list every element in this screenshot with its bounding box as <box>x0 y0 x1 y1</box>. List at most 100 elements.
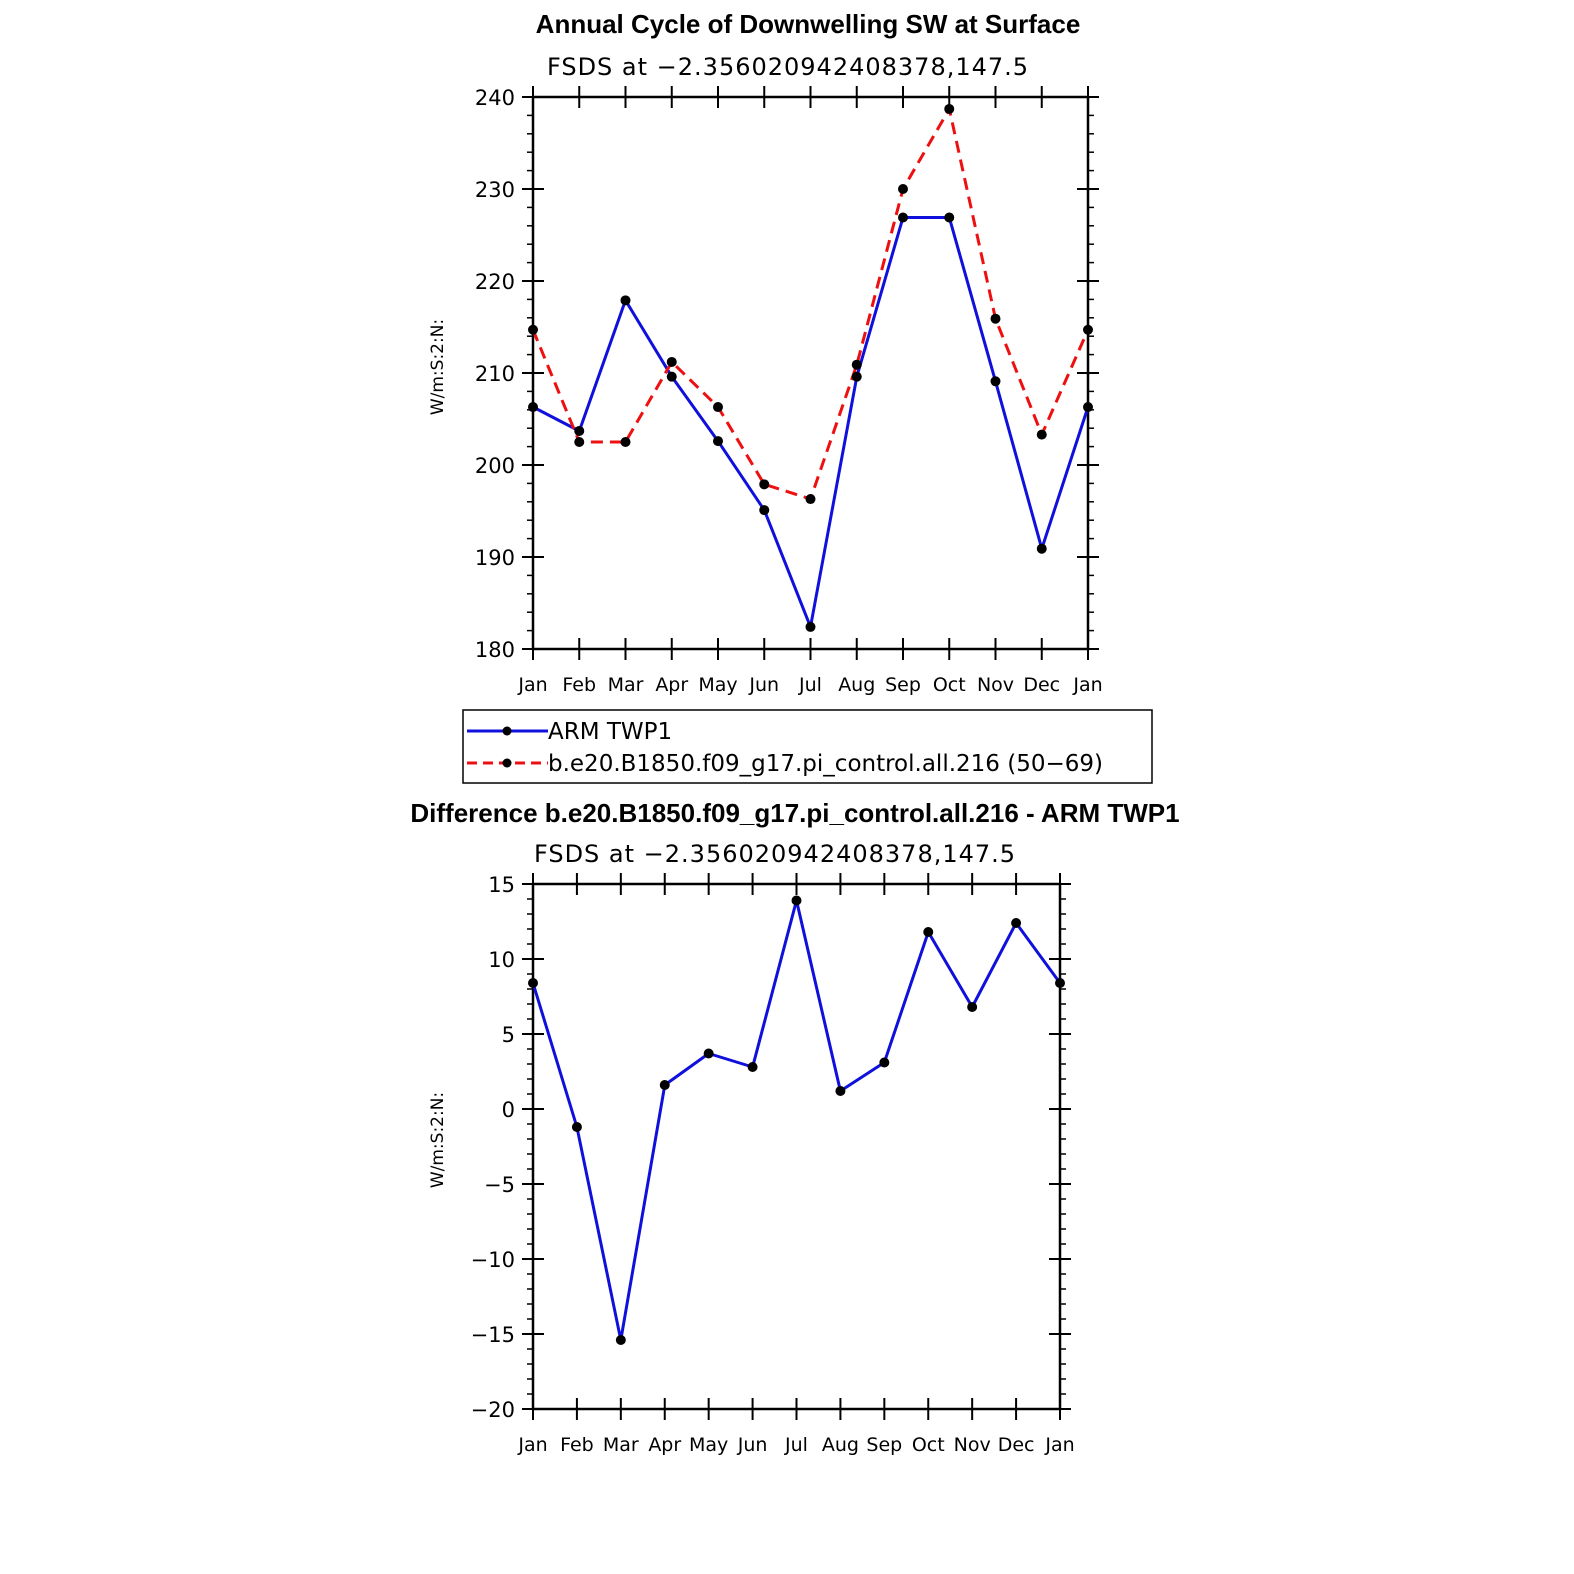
y-tick-label: 230 <box>475 178 515 202</box>
chart-subtitle: FSDS at −2.356020942408378,147.5 <box>547 53 1029 81</box>
x-tick-label: Sep <box>866 1434 902 1456</box>
y-tick-label: −20 <box>471 1398 515 1422</box>
x-tick-label: May <box>698 674 737 696</box>
x-tick-label: May <box>689 1434 728 1456</box>
data-point-series-0 <box>944 212 955 223</box>
data-point-series-0 <box>1055 978 1065 988</box>
y-axis-label: W/m:S:2:N: <box>428 319 448 415</box>
legend-marker-model <box>502 758 512 768</box>
data-point-series-1 <box>898 184 908 194</box>
x-tick-label: Aug <box>822 1434 859 1456</box>
data-point-series-1 <box>1036 429 1047 440</box>
data-point-series-0 <box>879 1057 890 1068</box>
x-tick-label: Jan <box>517 1434 547 1456</box>
data-point-series-0 <box>1083 402 1093 413</box>
legend-box <box>462 709 1153 784</box>
data-point-series-1 <box>759 479 770 490</box>
data-point-series-1 <box>944 103 955 114</box>
x-tick-label: Jan <box>1072 674 1102 696</box>
data-point-series-0 <box>574 425 585 436</box>
data-point-series-0 <box>571 1122 582 1132</box>
x-tick-label: Oct <box>933 674 966 696</box>
y-tick-label: 240 <box>475 86 515 110</box>
x-tick-label: Jul <box>784 1434 808 1456</box>
plot-area: −20 −15 −10 −5 0 5 10 15 Jan Feb Mar Apr May Jun Jul Au… <box>471 873 1075 1456</box>
data-point-series-1 <box>990 313 1001 324</box>
y-tick-label: 200 <box>475 454 515 478</box>
y-axis-label: W/m:S:2:N: <box>428 1092 448 1188</box>
data-point-series-0 <box>791 895 802 906</box>
y-tick-label: 15 <box>488 873 515 897</box>
data-point-series-0 <box>659 1080 670 1090</box>
x-tick-label: Feb <box>560 1434 594 1456</box>
y-tick-label: 220 <box>475 270 515 294</box>
series-line-1 <box>531 107 1090 501</box>
legend-label-obs: ARM TWP1 <box>548 719 672 745</box>
legend-marker-obs <box>502 726 512 736</box>
chart-title: Difference b.e20.B1850.f09_g17.pi_contro… <box>410 798 1179 828</box>
x-tick-label: Aug <box>838 674 875 696</box>
data-point-series-0 <box>747 1062 758 1072</box>
data-point-series-0 <box>805 621 816 632</box>
x-tick-label: Jun <box>748 674 779 696</box>
plot-frame <box>531 882 1062 1411</box>
difference-chart: Difference b.e20.B1850.f09_g17.pi_contro… <box>410 798 1179 1456</box>
series-line-0 <box>531 899 1062 1342</box>
data-point-series-0 <box>967 1002 978 1012</box>
data-point-series-0 <box>528 402 538 413</box>
legend: ARM TWP1 b.e20.B1850.f09_g17.pi_control.… <box>462 709 1153 784</box>
y-tick-label: 0 <box>502 1098 515 1122</box>
data-point-series-0 <box>990 376 1001 387</box>
y-tick-label: −10 <box>471 1248 515 1272</box>
x-tick-label: Jul <box>798 674 822 696</box>
data-point-series-1 <box>620 437 631 447</box>
x-tick-label: Apr <box>648 1434 681 1456</box>
data-point-series-1 <box>1083 324 1093 335</box>
data-point-series-0 <box>1011 918 1022 928</box>
data-point-series-1 <box>528 324 538 335</box>
x-tick-label: Jun <box>737 1434 768 1456</box>
data-point-series-0 <box>703 1048 714 1059</box>
chart-subtitle: FSDS at −2.356020942408378,147.5 <box>534 840 1016 868</box>
y-tick-label: 180 <box>475 638 515 662</box>
data-point-series-0 <box>851 371 862 382</box>
data-point-series-1 <box>574 437 585 447</box>
legend-label-model: b.e20.B1850.f09_g17.pi_control.all.216 (… <box>548 751 1103 777</box>
y-tick-label: 10 <box>488 948 515 972</box>
data-point-series-1 <box>851 359 862 370</box>
x-tick-label: Oct <box>912 1434 945 1456</box>
y-tick-label: −15 <box>471 1323 515 1347</box>
data-point-series-1 <box>713 402 723 413</box>
x-tick-label: Feb <box>562 674 596 696</box>
annual-cycle-chart: Annual Cycle of Downwelling SW at Surfac… <box>428 9 1153 784</box>
x-tick-label: Sep <box>885 674 921 696</box>
data-point-series-0 <box>923 927 934 937</box>
data-point-series-0 <box>898 212 908 223</box>
chart-title: Annual Cycle of Downwelling SW at Surfac… <box>536 9 1081 39</box>
y-tick-label: 190 <box>475 546 515 570</box>
x-tick-label: Mar <box>608 674 644 696</box>
x-tick-label: Dec <box>1023 674 1060 696</box>
x-tick-label: Nov <box>977 674 1014 696</box>
y-tick-label: −5 <box>484 1173 515 1197</box>
x-tick-label: Jan <box>517 674 547 696</box>
data-point-series-0 <box>835 1086 846 1096</box>
data-point-series-1 <box>666 356 677 367</box>
data-point-series-0 <box>666 371 677 382</box>
data-point-series-0 <box>713 436 723 447</box>
data-point-series-0 <box>620 295 631 306</box>
y-tick-label: 210 <box>475 362 515 386</box>
data-point-series-0 <box>528 978 538 988</box>
x-tick-label: Dec <box>998 1434 1035 1456</box>
data-point-series-0 <box>759 505 770 516</box>
series-line-0 <box>532 216 1090 629</box>
x-tick-label: Nov <box>954 1434 991 1456</box>
data-point-series-1 <box>805 494 816 505</box>
data-point-series-0 <box>1036 543 1047 554</box>
y-tick-label: 5 <box>502 1023 515 1047</box>
x-tick-label: Jan <box>1044 1434 1074 1456</box>
plot-frame <box>531 95 1090 651</box>
data-point-series-0 <box>615 1335 626 1345</box>
